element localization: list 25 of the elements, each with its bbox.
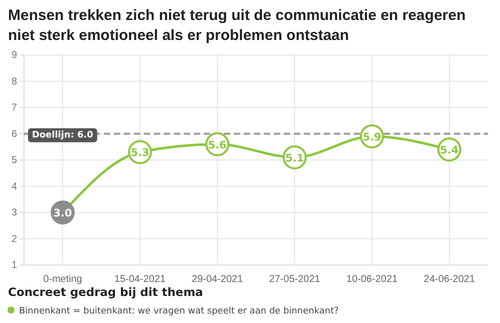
chart-title: Mensen trekken zich niet terug uit de communicatie en reageren niet sterk emotioneel als er problemen ontstaan [8,7,466,44]
x-tick-label: 15-04-2021 [114,274,166,286]
y-tick-label: 9 [11,50,18,62]
data-label: 5.3 [130,147,150,160]
data-label: 5.4 [440,144,459,156]
data-label: 3.0 [53,208,72,220]
data-label: 5.1 [285,152,304,164]
y-tick-label: 8 [11,76,18,88]
y-tick-label: 1 [11,260,18,272]
legend-label: Binnenkant = buitenkant: we vragen wat speelt er aan de binnenkant? [19,306,339,316]
x-tick-label: 10-06-2021 [346,274,398,286]
y-tick-label: 7 [11,102,18,114]
x-tick-label: 27-05-2021 [269,274,321,286]
y-tick-label: 5 [11,155,18,166]
x-tick-label: 0-meting [43,274,82,286]
y-tick-label: 4 [11,181,18,192]
data-label: 5.9 [362,131,382,144]
x-tick-label: 29-04-2021 [192,274,244,286]
y-tick-label: 2 [11,234,18,245]
ref-line-label: Doellijn: 6.0 [32,130,94,140]
x-tick-label: 24-06-2021 [424,274,476,286]
y-tick-label: 3 [11,208,18,219]
data-label: 5.6 [208,139,227,152]
legend-title: Concreet gedrag bij dit thema [8,285,204,299]
y-tick-label: 6 [11,128,18,140]
